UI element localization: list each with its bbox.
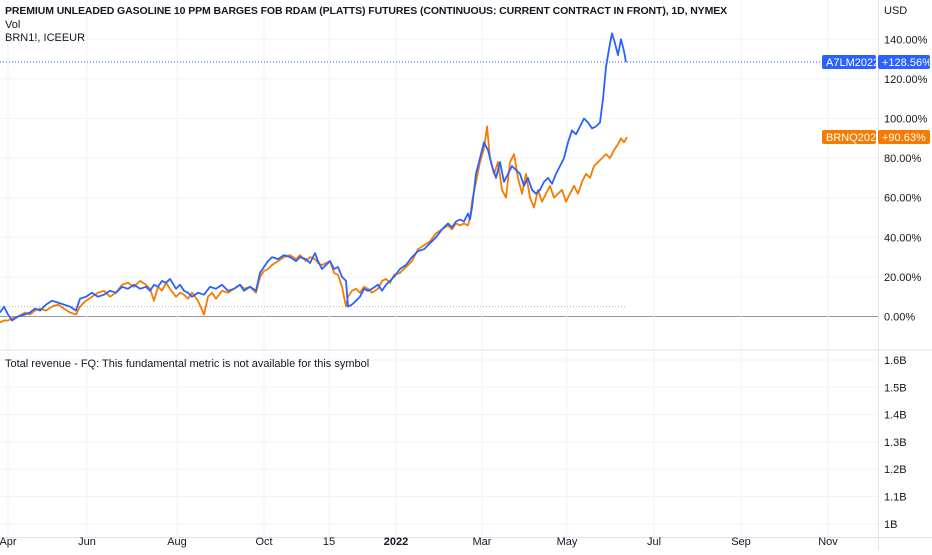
revenue-pane: 1.6B 1.5B 1.4B 1.3B 1.2B 1.1B 1B xyxy=(0,355,907,531)
compare-symbol-label[interactable]: BRN1!, ICEEUR xyxy=(5,32,86,44)
x-tick-label: Mar xyxy=(473,536,492,548)
revenue-pane-label: Total revenue - FQ: This fundamental met… xyxy=(5,358,370,370)
series-line-a7lm2022[interactable] xyxy=(0,32,627,322)
y-tick-label: 40.00% xyxy=(884,232,922,244)
y-tick-label: 0.00% xyxy=(884,312,915,324)
y-tick-label: 80.00% xyxy=(884,153,922,165)
x-tick-label: Apr xyxy=(0,536,17,548)
y-tick-label: 60.00% xyxy=(884,193,922,205)
revenue-tick-label: 1.2B xyxy=(884,464,907,476)
price-tag-name: BRNQ2022 xyxy=(826,132,882,144)
y-tick-label: 120.00% xyxy=(884,74,928,86)
revenue-tick-label: 1B xyxy=(884,519,897,531)
x-tick-label: Jun xyxy=(78,536,96,548)
currency-label[interactable]: USD xyxy=(884,5,908,17)
x-tick-label: May xyxy=(557,536,578,548)
x-tick-label: 15 xyxy=(323,536,335,548)
series-layer xyxy=(0,32,628,324)
price-tag-name: A7LM2022 xyxy=(826,57,879,69)
price-tags: A7LM2022 +128.56% BRNQ2022 +90.63% xyxy=(822,54,932,145)
x-tick-label: 2022 xyxy=(384,536,408,548)
price-tag-value: +90.63% xyxy=(882,132,926,144)
revenue-tick-label: 1.5B xyxy=(884,382,907,394)
x-tick-label: Oct xyxy=(255,536,272,548)
revenue-tick-label: 1.6B xyxy=(884,355,907,367)
revenue-tick-label: 1.1B xyxy=(884,492,907,504)
price-tag-value-bg xyxy=(878,54,930,69)
y-tick-label: 100.00% xyxy=(884,114,928,126)
price-tag-value-bg xyxy=(878,130,930,145)
price-tag-brnq2022[interactable]: BRNQ2022 +90.63% xyxy=(822,130,930,145)
x-tick-label: Sep xyxy=(731,536,751,548)
symbol-title[interactable]: PREMIUM UNLEADED GASOLINE 10 PPM BARGES … xyxy=(5,5,728,17)
x-tick-label: Nov xyxy=(818,536,838,548)
revenue-tick-label: 1.3B xyxy=(884,437,907,449)
price-tag-a7lm2022[interactable]: A7LM2022 +128.56% xyxy=(822,54,932,69)
x-tick-label: Jul xyxy=(647,536,661,548)
y-tick-label: 20.00% xyxy=(884,272,922,284)
revenue-tick-label: 1.4B xyxy=(884,410,907,422)
price-tag-name-bg xyxy=(822,54,876,69)
price-tag-name-bg xyxy=(822,130,876,145)
time-axis[interactable]: Apr Jun Aug Oct 15 2022 Mar May Jul Sep Nov xyxy=(0,536,838,548)
y-tick-label: 140.00% xyxy=(884,34,928,46)
volume-indicator-label[interactable]: Vol xyxy=(5,19,21,31)
price-tag-value: +128.56% xyxy=(882,57,932,69)
price-axis[interactable]: 140.00% 120.00% 100.00% 80.00% 60.00% 40.00% 2… xyxy=(884,34,928,323)
x-tick-label: Aug xyxy=(167,536,187,548)
